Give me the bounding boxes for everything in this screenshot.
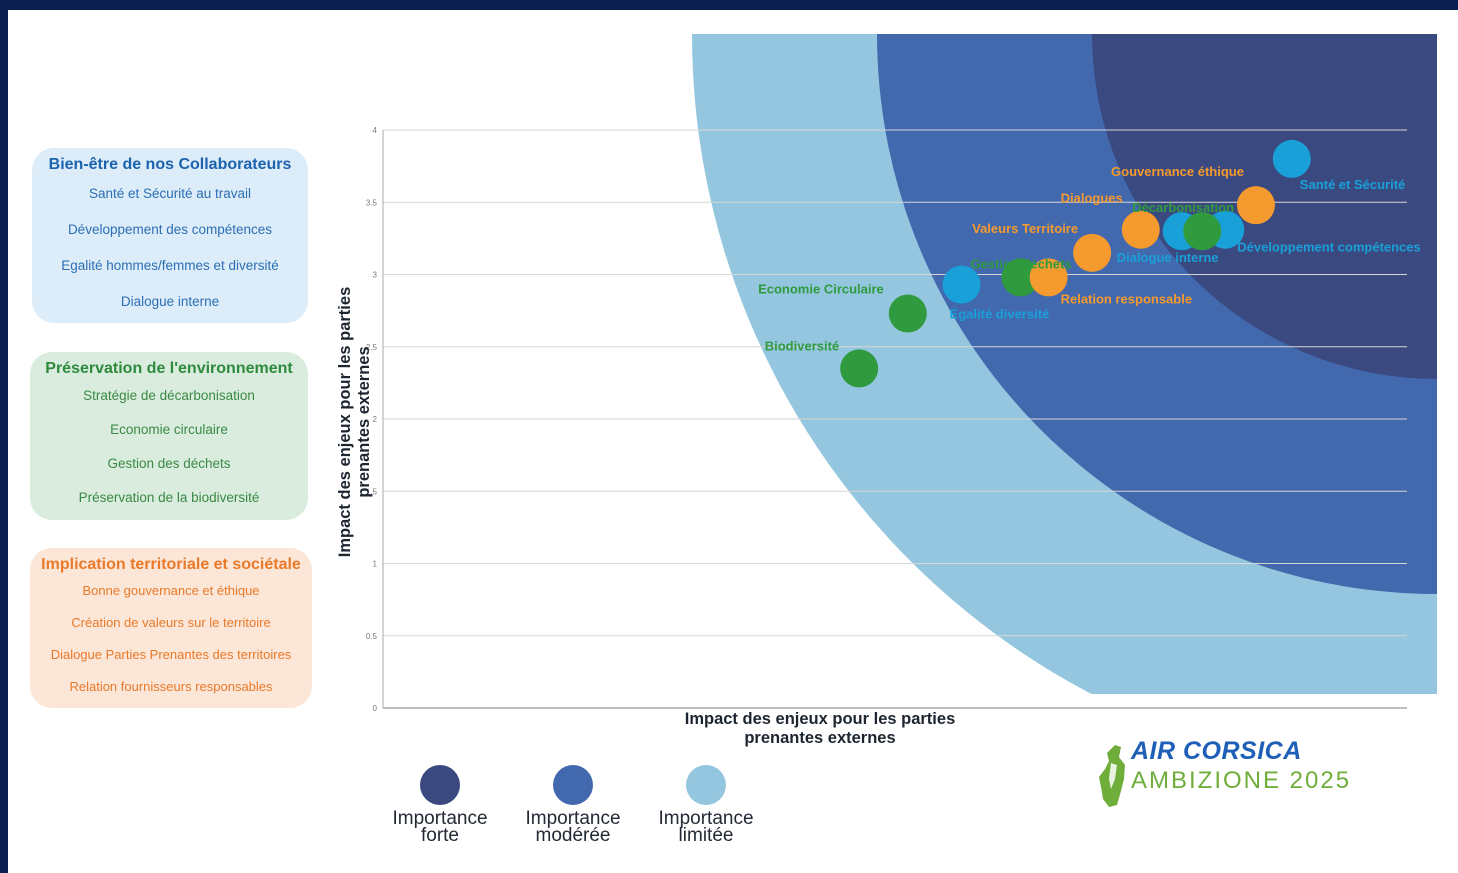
legend-box-item: Stratégie de décarbonisation — [83, 388, 255, 403]
x-axis-label: Impact des enjeux pour les parties prena… — [684, 710, 956, 747]
legend-label: Importance — [525, 808, 621, 829]
brand-name: AIR CORSICA — [1131, 737, 1302, 765]
legend-dot-moderee — [553, 765, 593, 805]
legend-label: modérée — [535, 825, 611, 846]
y-tick-label: 3 — [373, 271, 378, 280]
legend-box-item: Dialogue interne — [120, 294, 220, 309]
data-point — [840, 349, 879, 388]
brand-subtitle: AMBIZIONE 2025 — [1131, 767, 1352, 794]
legend-importance-moderee: Importance modérée — [508, 765, 638, 846]
legend-label: limitée — [678, 825, 734, 846]
data-point — [1001, 258, 1040, 297]
grid-lines — [383, 129, 1407, 637]
legend-label: Importance — [658, 808, 754, 829]
data-point — [1236, 186, 1275, 225]
y-tick-label: 1 — [373, 560, 378, 569]
data-point — [888, 294, 927, 333]
corsica-island-icon — [1099, 745, 1125, 807]
legend-label: forte — [420, 825, 460, 846]
legend-box-item: Préservation de la biodiversité — [78, 490, 260, 505]
point-labels: Santé et Sécurité Développement compétenc… — [758, 164, 1421, 353]
legend-box-item: Développement des compétences — [67, 222, 273, 237]
legend-dot-limitee — [686, 765, 726, 805]
legend-box-territoire: Implication territoriale et sociétale Bo… — [30, 548, 312, 708]
point-label: Gestion déchets — [970, 256, 1071, 271]
data-point — [1029, 258, 1068, 297]
legend-box-item: Santé et Sécurité au travail — [88, 186, 252, 201]
legend-box-title: Préservation de l'environnement — [45, 360, 293, 377]
data-point — [1073, 233, 1112, 272]
air-corsica-logo: AIR CORSICA AMBIZIONE 2025 — [1095, 735, 1385, 815]
legend-box-item: Dialogue Parties Prenantes des territoir… — [50, 647, 292, 662]
y-tick-label: 0.5 — [366, 632, 378, 641]
point-label: Décarbonisation — [1132, 200, 1234, 215]
y-axis-label: Impact des enjeux pour les parties prena… — [336, 286, 373, 558]
data-point — [1121, 210, 1160, 249]
point-label: Relation responsable — [1061, 291, 1192, 306]
point-label: Santé et Sécurité — [1300, 177, 1406, 192]
y-tick-label: 1.5 — [366, 487, 378, 496]
importance-zones — [692, 34, 1437, 694]
point-label: Gouvernance éthique — [1111, 164, 1244, 179]
legend-importance-limitee: Importance limitée — [641, 765, 771, 846]
y-tick-label: 4 — [373, 126, 378, 135]
legend-box-item: Bonne gouvernance et éthique — [82, 583, 260, 598]
point-label: Dialogues — [1061, 191, 1123, 206]
legend-box-title: Bien-être de nos Collaborateurs — [48, 156, 292, 173]
legend-label: Importance — [392, 808, 488, 829]
data-point — [1183, 212, 1222, 251]
legend-box-title: Implication territoriale et sociétale — [41, 556, 301, 573]
legend-box-environnement: Préservation de l'environnement Stratégi… — [30, 352, 308, 520]
point-label: Dialogue interne — [1117, 250, 1219, 265]
y-tick-label: 0 — [373, 704, 378, 713]
legend-dot-forte — [420, 765, 460, 805]
legend-box-item: Economie circulaire — [110, 422, 228, 437]
point-label: Valeurs Territoire — [972, 221, 1078, 236]
data-point — [942, 265, 981, 304]
point-label: Développement compétences — [1237, 240, 1421, 255]
point-label: Egalité diversité — [950, 307, 1050, 322]
legend-box-collaborateurs: Bien-être de nos Collaborateurs Santé et… — [32, 148, 308, 323]
point-label: Economie Circulaire — [758, 282, 884, 297]
legend-box-item: Création de valeurs sur le territoire — [71, 615, 271, 630]
legend-box-item: Egalité hommes/femmes et diversité — [61, 258, 279, 273]
legend-box-item: Relation fournisseurs responsables — [69, 679, 273, 694]
y-tick-label: 2.5 — [366, 343, 378, 352]
scatter-points — [840, 139, 1311, 388]
y-tick-label: 2 — [373, 415, 378, 424]
data-point — [1272, 139, 1311, 178]
legend-importance-forte: Importance forte — [375, 765, 505, 846]
legend-box-item: Gestion des déchets — [107, 456, 231, 471]
y-tick-label: 3.5 — [366, 198, 378, 207]
y-tick-labels: 0 0.5 1 1.5 2 2.5 3 3.5 4 — [366, 126, 378, 713]
point-label: Biodiversité — [765, 338, 839, 353]
